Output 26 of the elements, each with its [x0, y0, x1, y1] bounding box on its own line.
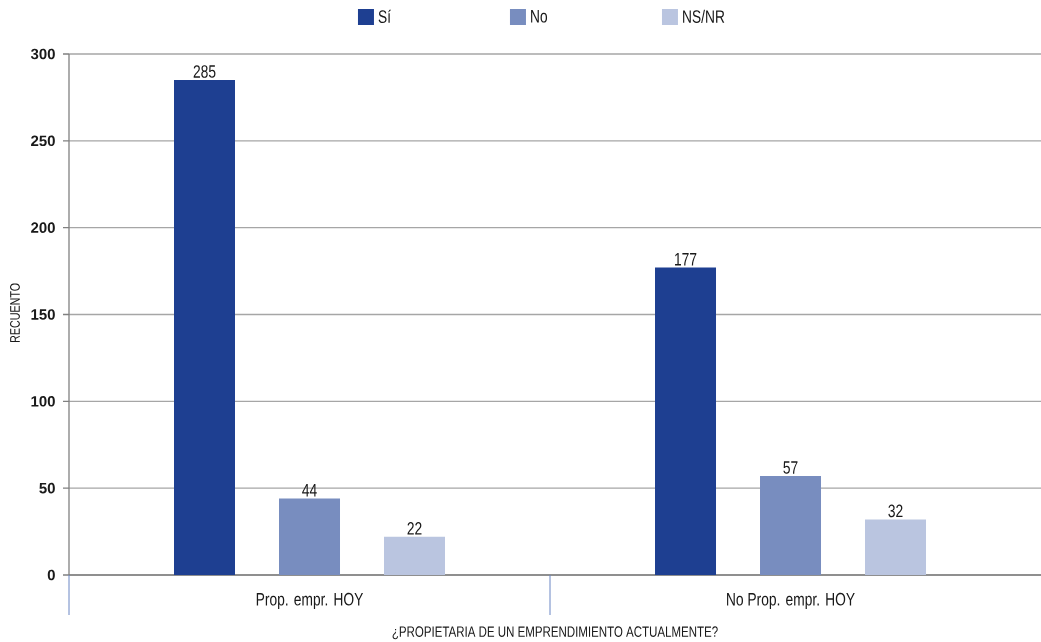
data-label: 44	[302, 484, 317, 497]
data-label: 32	[888, 504, 903, 518]
x-tick-label: Prop. empr. HOY	[256, 592, 364, 610]
x-tick-label: No Prop. empr. HOY	[727, 592, 855, 610]
x-axis-title: ¿PROPIETARIA DE UN EMPRENDIMIENTO ACTUALMENTE?	[392, 626, 718, 640]
bar	[279, 498, 340, 575]
bar	[655, 267, 717, 575]
legend-label: Sí	[378, 9, 391, 24]
y-tick-label: 250	[31, 135, 55, 147]
legend-label: NS/NR	[683, 9, 725, 23]
bar	[760, 476, 822, 575]
y-tick-label: 100	[31, 396, 55, 407]
bar	[174, 80, 235, 575]
y-tick-label: 150	[31, 309, 55, 320]
data-label: 57	[783, 461, 798, 474]
bar	[865, 519, 927, 575]
bar	[384, 536, 445, 575]
y-tick-label: 0	[47, 569, 55, 581]
legend-label: No	[531, 10, 548, 23]
y-tick-label: 200	[31, 222, 55, 233]
y-tick-label: 50	[39, 482, 55, 494]
y-tick-label: 300	[30, 48, 55, 60]
data-label: 285	[193, 65, 216, 78]
y-axis-title: RECUENTO	[10, 283, 20, 343]
data-label: 177	[675, 253, 697, 266]
data-label: 22	[407, 522, 422, 535]
